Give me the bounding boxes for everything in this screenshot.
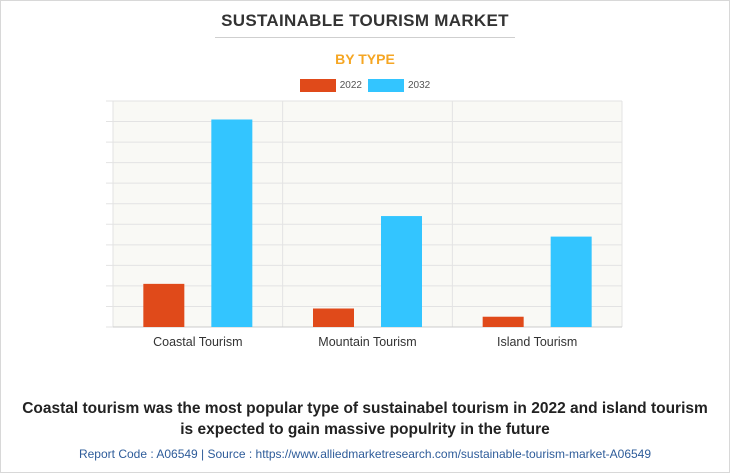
- bar-2032-island-tourism[interactable]: [550, 236, 592, 327]
- category-label: Mountain Tourism: [318, 335, 416, 349]
- legend-swatch-2032: [368, 79, 404, 92]
- bar-2032-coastal-tourism[interactable]: [211, 119, 253, 327]
- chart-subtitle: BY TYPE: [335, 51, 395, 67]
- bar-2022-island-tourism[interactable]: [482, 316, 524, 327]
- category-labels: Coastal Tourism Mountain Tourism Island To…: [153, 335, 577, 349]
- caption-line-1: Coastal tourism was the most popular typ…: [22, 400, 708, 417]
- bar-2022-mountain-tourism[interactable]: [313, 308, 354, 327]
- title-divider: [215, 37, 515, 38]
- legend: 2022 2032: [0, 79, 730, 92]
- bars-layer: [143, 119, 592, 327]
- bar-2022-coastal-tourism[interactable]: [143, 283, 185, 327]
- legend-item-2032[interactable]: 2032: [368, 79, 430, 92]
- legend-swatch-2022: [299, 79, 336, 92]
- bar-2032-mountain-tourism[interactable]: [381, 216, 422, 327]
- caption: Coastal tourism was the most popular typ…: [0, 398, 730, 440]
- report-source[interactable]: Report Code : A06549 | Source : https://…: [78, 447, 652, 461]
- legend-label-2032: 2032: [408, 80, 431, 91]
- bar-chart: Coastal Tourism Mountain Tourism Island To…: [106, 100, 623, 349]
- plot-background: [113, 101, 622, 327]
- legend-label-2022: 2022: [339, 80, 362, 91]
- category-label: Island Tourism: [497, 335, 577, 349]
- caption-line-2: is expected to gain massive populrity in…: [180, 421, 550, 438]
- grid-layer: [106, 100, 623, 328]
- category-label: Coastal Tourism: [153, 335, 242, 349]
- legend-item-2022[interactable]: 2022: [299, 79, 362, 92]
- chart-title: SUSTAINABLE TOURISM MARKET: [221, 11, 509, 30]
